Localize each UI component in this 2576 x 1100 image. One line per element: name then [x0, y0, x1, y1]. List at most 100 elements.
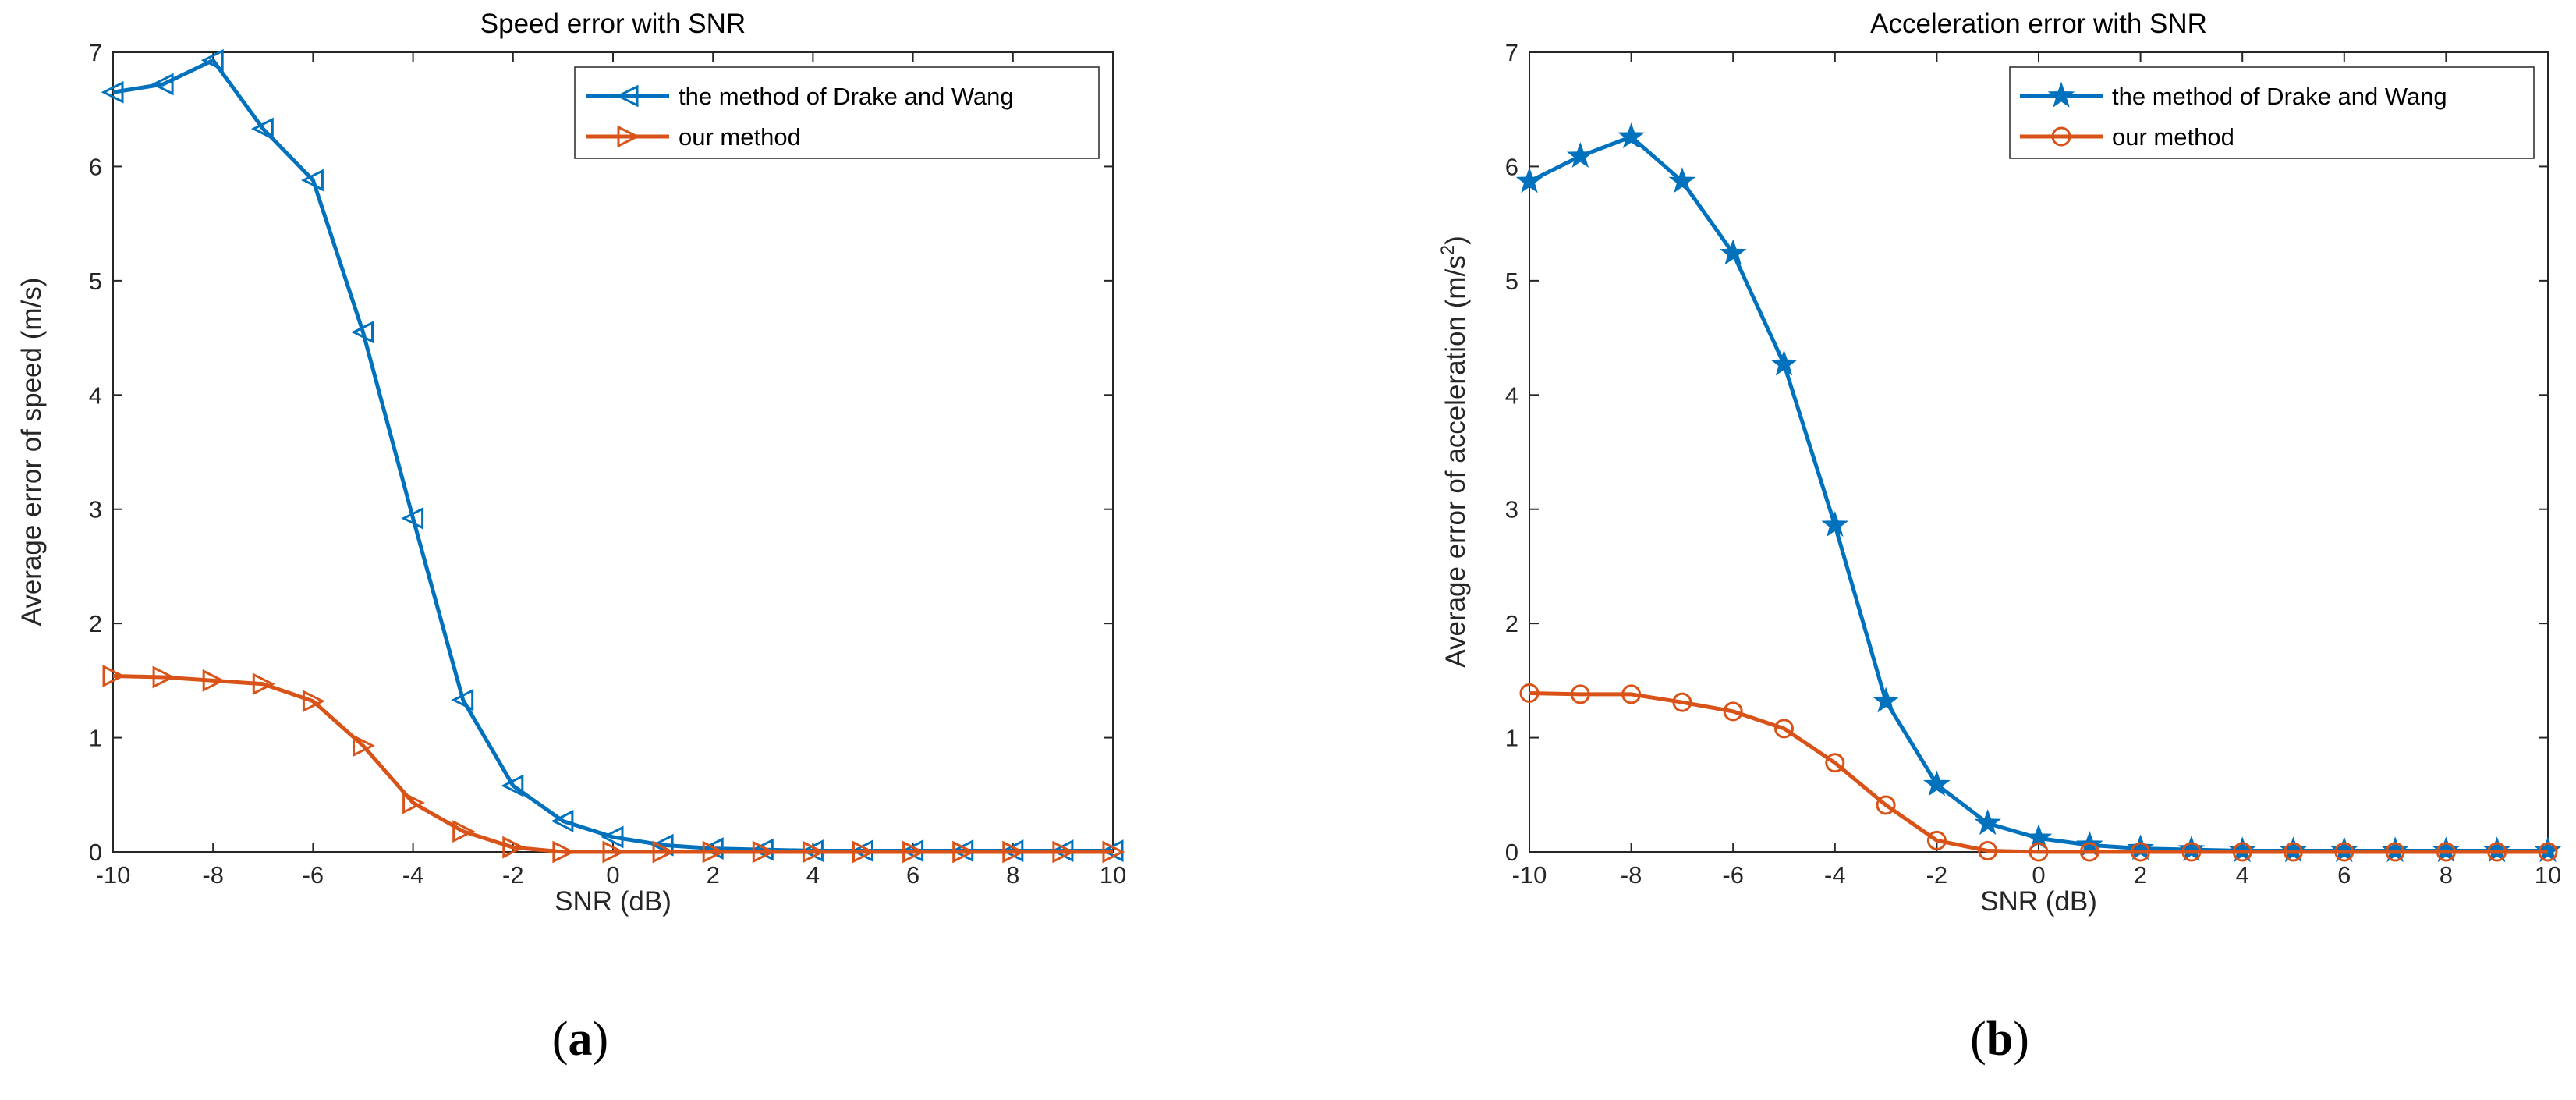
- data-point-s1-7: [452, 820, 476, 843]
- data-point-s1-8: [502, 836, 526, 859]
- y-tick-label: 2: [1505, 610, 1518, 637]
- data-point-s0-19: [2483, 836, 2511, 863]
- y-axis-label-b-main: Average error of acceleration (m/s: [1440, 255, 1471, 667]
- data-point-s1-14: [802, 840, 825, 864]
- series-group-a: [101, 48, 1125, 864]
- data-point-s0-3: [250, 117, 274, 140]
- x-tick-label: 4: [2236, 861, 2249, 889]
- data-point-s1-3: [1672, 692, 1692, 712]
- chart-title-a: Speed error with SNR: [480, 9, 746, 39]
- subfigure-b-letter: b: [1986, 1013, 2013, 1066]
- data-point-s0-10: [601, 825, 624, 849]
- subfigure-b-close: ): [2013, 1013, 2029, 1066]
- data-point-s1-20: [1102, 840, 1125, 864]
- x-tick-label: -6: [1722, 861, 1744, 889]
- x-tick-label: -10: [96, 861, 131, 889]
- x-tick-label: 6: [2337, 861, 2351, 889]
- y-tick-label: 2: [89, 610, 102, 637]
- data-point-s1-7: [1876, 795, 1896, 815]
- subfigure-a-letter: a: [569, 1013, 593, 1066]
- data-point-s1-4: [302, 690, 325, 713]
- x-axis-label-a: SNR (dB): [555, 886, 671, 917]
- data-point-s1-18: [1002, 840, 1026, 864]
- subfigure-a-close: ): [593, 1013, 609, 1066]
- legend-marker-a-1: [617, 125, 640, 148]
- data-point-s0-1: [151, 73, 174, 96]
- data-point-s0-6: [1821, 510, 1849, 537]
- y-ticks-a: 0 1 2 3 4 5 6 7: [89, 39, 1113, 866]
- x-ticks-b: -10 -8 -6 -4 -2 0 2 4 6 8 10: [1512, 52, 2561, 889]
- y-tick-label: 7: [89, 39, 102, 66]
- data-point-s1-15: [2284, 842, 2303, 862]
- legend-b: the method of Drake and Wang our method: [2009, 66, 2535, 159]
- data-point-s0-20: [2534, 836, 2562, 863]
- x-tick-label: 2: [2134, 861, 2147, 889]
- data-point-s0-14: [2228, 836, 2256, 863]
- data-point-s0-6: [401, 507, 424, 530]
- data-point-s1-13: [2181, 842, 2202, 862]
- x-tick-label: -2: [502, 861, 524, 889]
- data-point-s1-19: [2487, 842, 2507, 862]
- x-tick-label: -10: [1512, 861, 1547, 889]
- subfigure-label-a: (a): [552, 1013, 608, 1066]
- y-tick-label: 4: [89, 381, 102, 409]
- y-axis-label-a-main: Average error of speed (m/s): [16, 278, 47, 626]
- data-point-s0-8: [501, 774, 524, 797]
- data-point-s1-8: [1926, 830, 1947, 850]
- y-tick-label: 0: [1505, 839, 1518, 866]
- data-point-s1-5: [353, 734, 375, 758]
- data-point-s1-1: [1570, 684, 1590, 704]
- legend-marker-shape-0: [615, 84, 639, 108]
- x-ticks-a: -10 -8 -6 -4 -2 0 2 4 6 8 10: [96, 52, 1126, 889]
- legend-marker-b-0: [2047, 81, 2075, 108]
- data-point-s0-11: [650, 833, 674, 857]
- x-tick-label: 0: [2032, 861, 2045, 889]
- x-tick-label: 4: [806, 861, 820, 889]
- x-tick-label: 10: [2535, 861, 2561, 889]
- x-tick-label: -8: [1621, 861, 1642, 889]
- data-point-s0-13: [750, 838, 774, 861]
- y-axis-label-a: Average error of speed (m/s): [16, 278, 47, 626]
- data-point-s1-6: [402, 791, 425, 814]
- y-ticks-b: 0 1 2 3 4 5 6 7: [1505, 39, 2548, 866]
- data-point-s1-5: [1774, 719, 1794, 739]
- data-point-s1-13: [752, 840, 775, 864]
- data-point-s1-11: [652, 840, 675, 864]
- data-point-s1-2: [1621, 684, 1642, 704]
- data-point-s1-20: [2538, 842, 2558, 862]
- data-point-s1-9: [552, 840, 576, 864]
- panel-a: -10 -8 -6 -4 -2 0 2 4 6 8 10 0 1 2 3 4 5 6 7 Speed error …: [16, 9, 1126, 1066]
- y-tick-label: 7: [1505, 39, 1518, 66]
- data-point-s1-3: [252, 672, 275, 696]
- legend-label-b-0: the method of Drake and Wang: [2112, 83, 2447, 110]
- data-point-s1-15: [852, 840, 875, 864]
- x-tick-label: 2: [707, 861, 720, 889]
- data-point-s1-14: [2232, 842, 2252, 862]
- data-point-s0-5: [1770, 350, 1798, 376]
- data-point-s0-1: [1566, 142, 1594, 169]
- legend-label-a-1: our method: [679, 123, 801, 151]
- x-tick-label: 10: [1100, 861, 1126, 889]
- x-tick-label: -4: [1824, 861, 1846, 889]
- data-point-s0-2: [200, 48, 224, 72]
- data-point-s1-18: [2436, 842, 2456, 862]
- data-point-s0-4: [1719, 239, 1747, 265]
- x-tick-label: -2: [1926, 861, 1948, 889]
- subfigure-label-b: (b): [1970, 1013, 2029, 1066]
- series-line-1: [1529, 690, 2548, 854]
- y-tick-label: 3: [89, 496, 102, 523]
- chart-title-b: Acceleration error with SNR: [1870, 9, 2207, 39]
- data-point-s0-7: [1872, 687, 1900, 713]
- legend-a: the method of Drake and Wang our method: [574, 66, 1100, 159]
- data-point-s0-7: [451, 688, 474, 711]
- data-point-s1-16: [2334, 842, 2355, 862]
- y-tick-label: 3: [1505, 496, 1518, 523]
- y-tick-label: 6: [89, 153, 102, 180]
- data-point-s0-8: [1923, 770, 1951, 797]
- series-group-b: [1515, 122, 2562, 863]
- x-tick-label: -6: [303, 861, 324, 889]
- subfigure-b-open: (: [1970, 1013, 1986, 1066]
- y-tick-label: 6: [1505, 153, 1518, 180]
- x-tick-label: 8: [2440, 861, 2453, 889]
